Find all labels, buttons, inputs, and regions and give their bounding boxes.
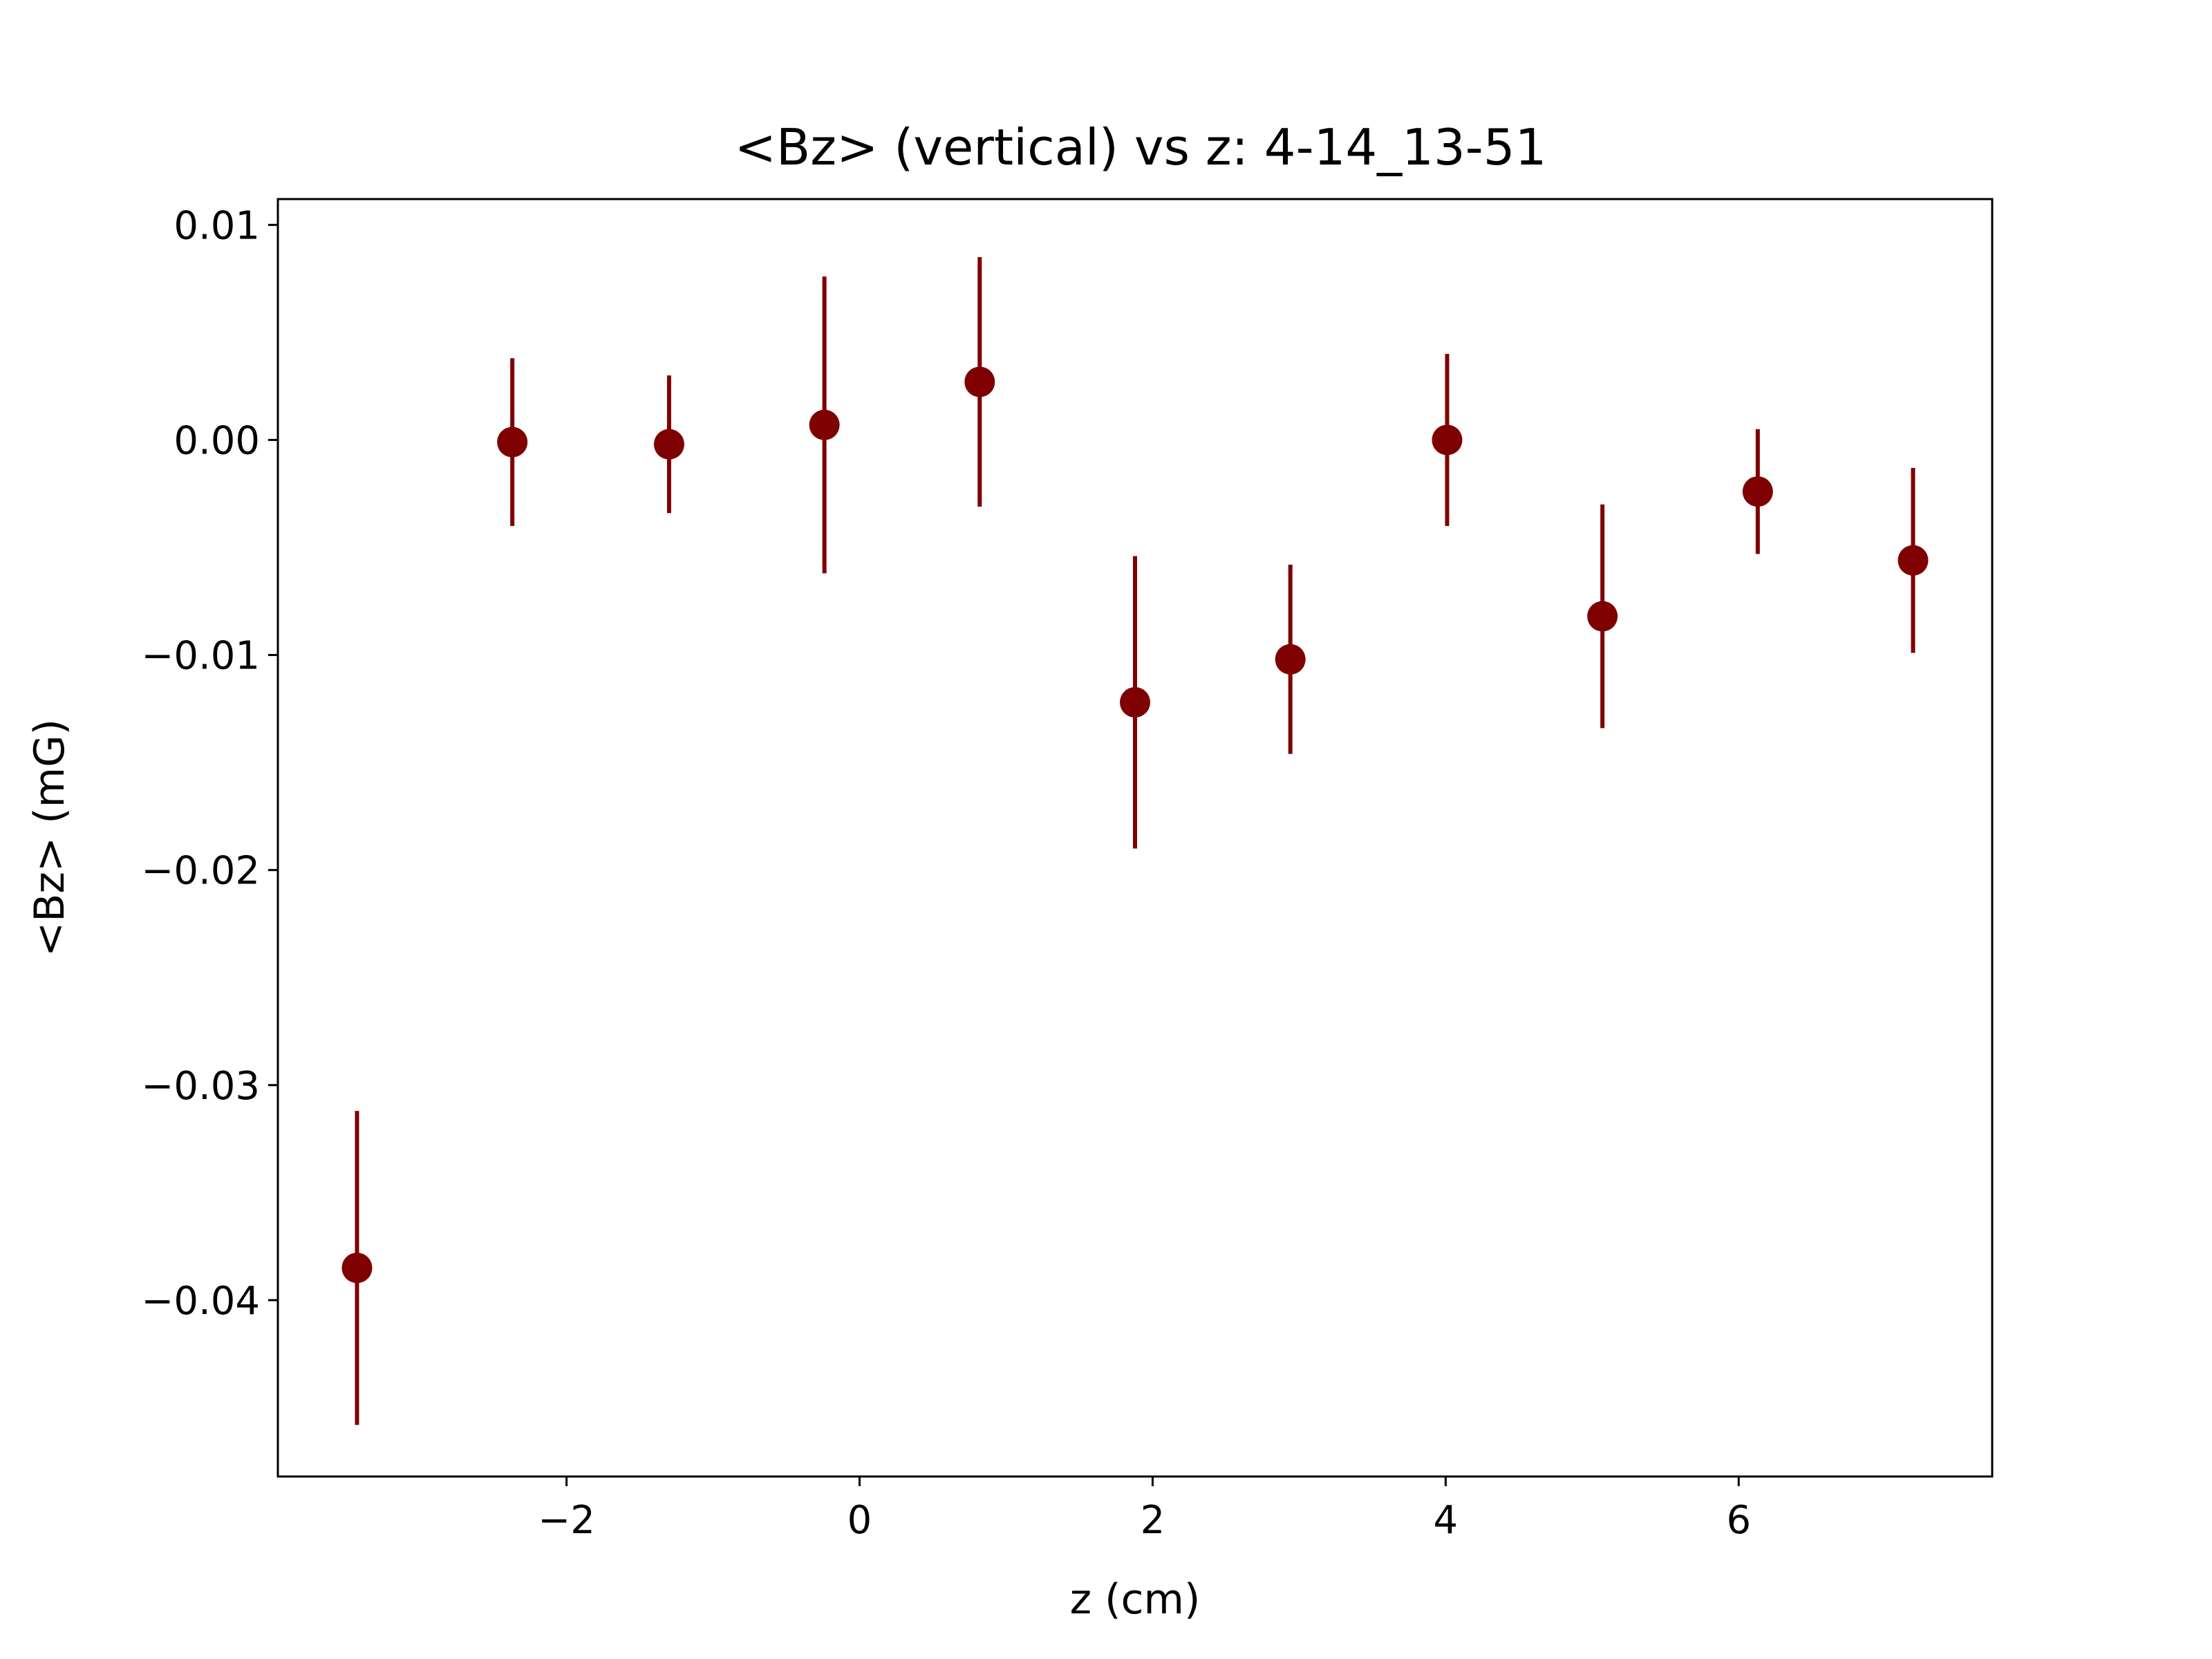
y-tick-label: 0.00 (174, 418, 260, 463)
x-axis: −2 0 2 4 6 (538, 1477, 1751, 1543)
y-tick-label: −0.03 (141, 1064, 260, 1109)
data-point (809, 409, 840, 440)
data-point (1120, 687, 1150, 718)
data-point (964, 366, 995, 397)
y-tick-label: −0.01 (141, 634, 260, 679)
data-point (1587, 601, 1618, 632)
x-tick-label: 2 (1141, 1498, 1165, 1543)
data-point (1897, 545, 1929, 576)
y-tick-label: −0.04 (141, 1279, 260, 1324)
y-tick-label: −0.02 (141, 849, 260, 894)
data-point (1742, 476, 1773, 507)
y-axis: 0.01 0.00 −0.01 −0.02 −0.03 −0.04 (141, 203, 278, 1324)
data-point (341, 1253, 373, 1284)
data-point (653, 429, 684, 460)
x-tick-label: 4 (1434, 1498, 1459, 1543)
x-tick-label: −2 (538, 1498, 595, 1543)
data-point (1275, 644, 1306, 675)
plot-frame (276, 198, 1994, 1478)
data-point (497, 427, 528, 458)
y-axis-label: <Bz> (mG) (26, 719, 74, 957)
x-tick-label: 6 (1726, 1498, 1751, 1543)
y-tick-label: 0.01 (174, 203, 260, 248)
data-points (341, 366, 1929, 1284)
x-axis-label: z (cm) (1070, 1575, 1201, 1624)
x-tick-label: 0 (847, 1498, 872, 1543)
data-point (1432, 424, 1463, 456)
chart-title: <Bz> (vertical) vs z: 4-14_13-51 (735, 118, 1547, 176)
